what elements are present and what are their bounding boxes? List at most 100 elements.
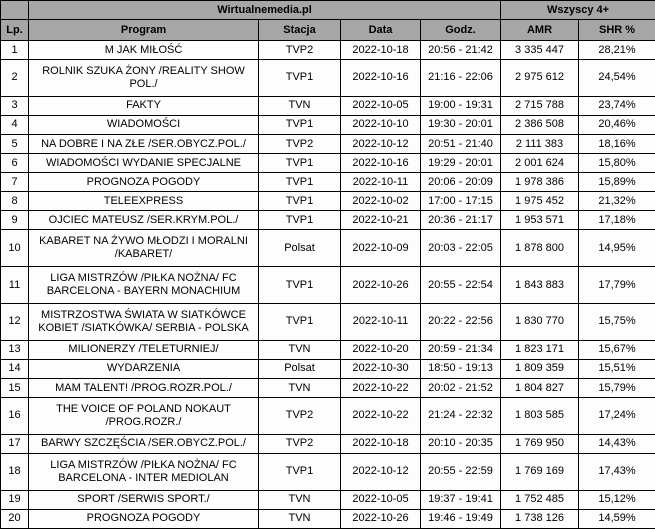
cell-stacja: TVP1 [258,191,341,212]
table-row: 18 LIGA MISTRZÓW /PIŁKA NOŻNA/ FC BARCELO… [0,452,655,491]
cell-godz: 20:51 - 21:40 [419,134,502,155]
cell-data: 2022-10-26 [340,266,421,305]
cell-godz: 19:46 - 19:49 [419,508,502,529]
cell-amr: 1 953 571 [500,210,580,231]
cell-program: TELEEXPRESS [28,191,259,212]
table-row: 10 KABARET NA ŻYWO MŁODZI I MORALNI /KABA… [0,229,655,268]
cell-amr: 2 386 508 [500,114,580,136]
group-header-blank [0,0,29,20]
cell-program: WYDARZENIA [28,358,259,379]
column-header-lp: Lp. [0,19,29,41]
cell-godz: 21:24 - 22:32 [419,397,502,435]
cell-godz: 21:16 - 22:06 [419,59,502,97]
cell-program: MILIONERZY /TELETURNIEJ/ [28,339,259,360]
cell-stacja: TVP1 [258,452,341,491]
cell-data: 2022-10-16 [340,59,421,97]
cell-lp: 17 [0,433,29,454]
cell-shr: 15,12% [578,489,655,510]
table-row: 4 WIADOMOŚCI TVP1 2022-10-10 19:30 - 20:01 2 … [0,114,655,136]
cell-stacja: TVP1 [258,303,341,341]
cell-program: KABARET NA ŻYWO MŁODZI I MORALNI /KABARE… [28,229,259,268]
cell-lp: 16 [0,397,29,435]
cell-shr: 17,18% [578,210,655,231]
cell-data: 2022-10-10 [340,114,421,136]
cell-lp: 13 [0,339,29,360]
cell-shr: 17,79% [578,266,655,305]
cell-shr: 15,89% [578,172,655,193]
cell-data: 2022-10-16 [340,153,421,174]
cell-amr: 1 830 770 [500,303,580,341]
cell-stacja: TVP1 [258,114,341,136]
cell-lp: 7 [0,172,29,193]
table-header: Wirtualnemedia.pl Wszyscy 4+ Lp. Program St… [0,0,655,41]
table-row: 17 BARWY SZCZĘŚCIA /SER.OBYCZ.POL./TVP2 20… [0,433,655,454]
cell-lp: 20 [0,508,29,529]
cell-data: 2022-10-05 [340,95,421,116]
cell-amr: 2 111 383 [500,134,580,155]
cell-program: THE VOICE OF POLAND NOKAUT /PROG.ROZR./ [28,397,259,435]
cell-godz: 20:22 - 22:56 [419,303,502,341]
cell-lp: 9 [0,210,29,231]
cell-godz: 20:59 - 21:34 [419,339,502,360]
cell-program: MAM TALENT! /PROG.ROZR.POL./ [28,377,259,399]
table-row: 6 WIADOMOŚCI WYDANIE SPECJALNE TVP1 2022-10… [0,153,655,174]
cell-shr: 17,43% [578,452,655,491]
cell-lp: 11 [0,266,29,305]
cell-shr: 28,21% [578,39,655,61]
cell-data: 2022-10-05 [340,489,421,510]
cell-godz: 20:55 - 22:54 [419,266,502,305]
cell-amr: 3 335 447 [500,39,580,61]
table-row: 2 ROLNIK SZUKA ŻONY /REALITY SHOW POL./TV… [0,59,655,97]
cell-program: M JAK MIŁOŚĆ [28,39,259,61]
cell-shr: 17,24% [578,397,655,435]
cell-data: 2022-10-11 [340,172,421,193]
cell-stacja: TVP1 [258,210,341,231]
cell-program: FAKTY [28,95,259,116]
table-row: 13 MILIONERZY /TELETURNIEJ/TVN 2022-10-20 2… [0,339,655,360]
cell-data: 2022-10-09 [340,229,421,268]
cell-stacja: TVP1 [258,59,341,97]
cell-program: MISTRZOSTWA ŚWIATA W SIATKÓWCE KOBIET /S… [28,303,259,341]
cell-godz: 19:00 - 19:31 [419,95,502,116]
cell-stacja: TVP2 [258,39,341,61]
table-row: 9 OJCIEC MATEUSZ /SER.KRYM.POL./TVP1 2022-… [0,210,655,231]
cell-shr: 23,74% [578,95,655,116]
cell-stacja: TVN [258,508,341,529]
cell-amr: 2 715 788 [500,95,580,116]
cell-shr: 15,75% [578,303,655,341]
cell-lp: 15 [0,377,29,399]
column-header-data: Data [340,19,421,41]
cell-program: SPORT /SERWIS SPORT./ [28,489,259,510]
table-row: 8 TELEEXPRESS TVP1 2022-10-02 17:00 - 17:15 1… [0,191,655,212]
column-header-row: Lp. Program Stacja Data Godz. AMR SHR % [0,19,655,41]
table-row: 20 PROGNOZA POGODY TVN 2022-10-26 19:46 - 19… [0,508,655,529]
table-row: 14 WYDARZENIA Polsat 2022-10-30 18:50 - 19:1… [0,358,655,379]
cell-shr: 15,80% [578,153,655,174]
cell-amr: 2 975 612 [500,59,580,97]
table-row: 11 LIGA MISTRZÓW /PIŁKA NOŻNA/ FC BARCELO… [0,266,655,305]
cell-stacja: Polsat [258,358,341,379]
cell-stacja: TVP2 [258,397,341,435]
table-row: 5 NA DOBRE I NA ZŁE /SER.OBYCZ.POL./TVP2 2… [0,134,655,155]
cell-amr: 1 738 126 [500,508,580,529]
column-header-godz: Godz. [419,19,502,41]
cell-godz: 20:02 - 21:52 [419,377,502,399]
cell-stacja: TVP1 [258,153,341,174]
cell-stacja: TVP2 [258,134,341,155]
cell-data: 2022-10-30 [340,358,421,379]
cell-lp: 3 [0,95,29,116]
cell-godz: 19:30 - 20:01 [419,114,502,136]
cell-data: 2022-10-22 [340,397,421,435]
cell-stacja: TVP2 [258,433,341,454]
cell-program: OJCIEC MATEUSZ /SER.KRYM.POL./ [28,210,259,231]
cell-shr: 21,32% [578,191,655,212]
cell-godz: 20:36 - 21:17 [419,210,502,231]
cell-shr: 14,95% [578,229,655,268]
cell-program: PROGNOZA POGODY [28,508,259,529]
cell-stacja: TVN [258,95,341,116]
cell-shr: 15,67% [578,339,655,360]
cell-program: ROLNIK SZUKA ŻONY /REALITY SHOW POL./ [28,59,259,97]
cell-stacja: TVN [258,377,341,399]
